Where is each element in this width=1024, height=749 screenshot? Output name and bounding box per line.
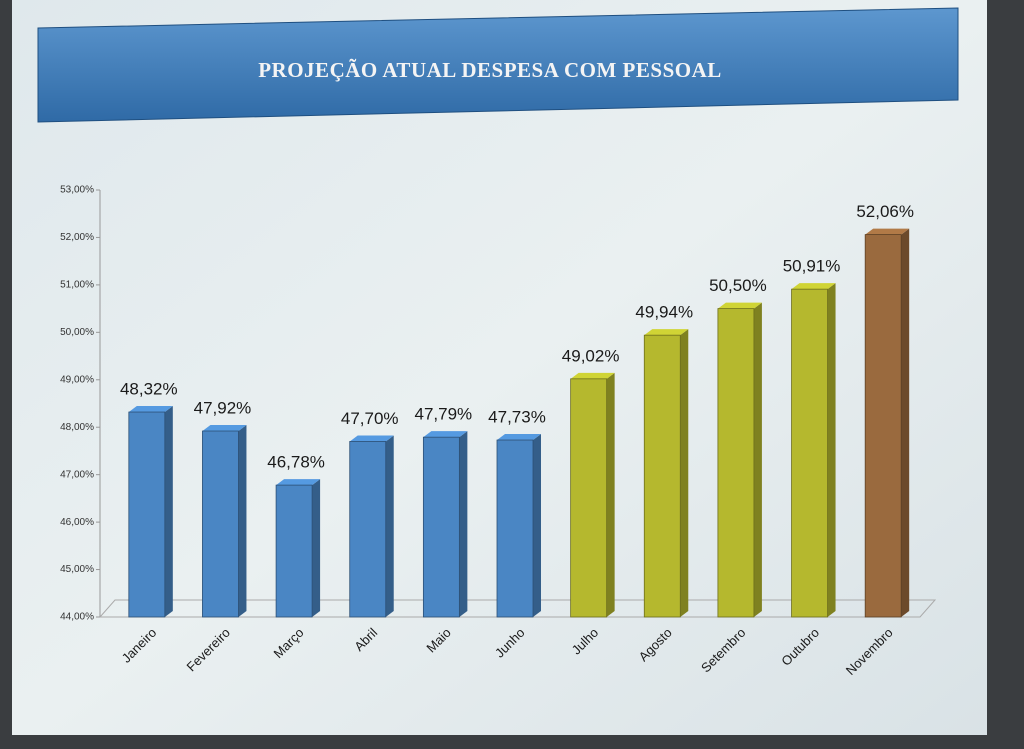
bar-side <box>533 434 541 617</box>
bar <box>202 430 239 618</box>
bar-top <box>791 283 836 290</box>
y-tick-label: 48,00% <box>60 422 94 433</box>
bar-side <box>606 372 615 617</box>
bar-top <box>865 228 910 235</box>
y-tick-label: 44,00% <box>60 612 94 623</box>
bar-top <box>497 434 541 441</box>
y-tick-label: 46,00% <box>60 517 94 528</box>
bar <box>864 234 902 618</box>
bar <box>643 334 681 618</box>
value-label: 46,78% <box>267 453 325 472</box>
bar-side <box>238 425 247 617</box>
bar-top <box>276 479 321 486</box>
y-tick-label: 45,00% <box>60 564 94 575</box>
bar-top <box>423 431 468 438</box>
bar <box>717 308 755 618</box>
value-label: 47,70% <box>341 409 399 428</box>
chart-title: PROJEÇÃO ATUAL DESPESA COM PESSOAL <box>258 58 722 82</box>
value-label: 49,02% <box>562 346 620 365</box>
bar <box>570 378 608 618</box>
bar-side <box>164 406 173 617</box>
y-tick-label: 47,00% <box>60 469 94 480</box>
bar <box>128 411 166 618</box>
y-tick-label: 50,00% <box>60 327 94 338</box>
bar-top <box>202 425 247 432</box>
bar-side <box>680 329 689 617</box>
y-tick-label: 53,00% <box>60 185 94 196</box>
bar-side <box>385 435 394 617</box>
bar-side <box>459 431 468 617</box>
bar-side <box>312 479 321 617</box>
value-label: 49,94% <box>635 303 693 322</box>
value-label: 50,50% <box>709 276 767 295</box>
bar <box>791 288 828 618</box>
bar <box>496 439 534 618</box>
value-label: 52,06% <box>856 202 914 221</box>
bar-top <box>128 406 173 413</box>
value-label: 47,79% <box>415 405 473 424</box>
bar-top <box>644 329 689 336</box>
bar <box>422 436 460 618</box>
bar-side <box>753 302 762 617</box>
bar <box>275 484 313 618</box>
value-label: 47,73% <box>488 408 546 427</box>
bar <box>349 441 387 618</box>
value-label: 47,92% <box>194 399 252 418</box>
y-tick-label: 51,00% <box>60 280 94 291</box>
y-tick-label: 49,00% <box>60 374 94 385</box>
bar-side <box>901 228 910 617</box>
value-label: 50,91% <box>783 257 841 276</box>
bar-side <box>827 283 836 617</box>
bar-top <box>717 302 762 309</box>
y-tick-label: 52,00% <box>60 232 94 243</box>
value-label: 48,32% <box>120 380 178 399</box>
title-banner <box>37 7 959 123</box>
bar-top <box>349 435 394 442</box>
bar-top <box>570 372 615 379</box>
